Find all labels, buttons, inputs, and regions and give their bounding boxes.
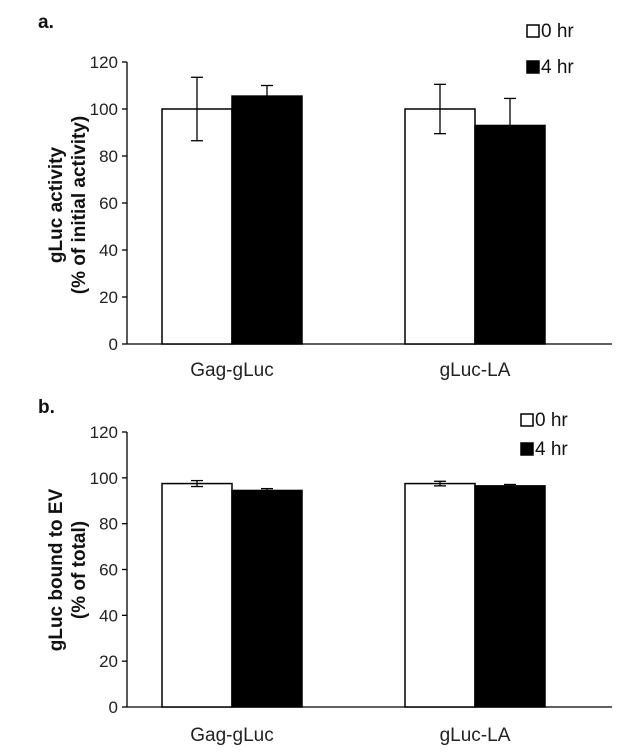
error-bar <box>434 480 446 487</box>
panel-b-chart: b. gLuc bound to EV (% of total) 0 hr 4 … <box>38 397 612 746</box>
panel-b-y-axis-label: gLuc bound to EV (% of total) <box>46 488 90 651</box>
y-tick-label: 0 <box>109 698 118 717</box>
panel-a-legend-label-0hr: 0 hr <box>541 21 574 42</box>
y-tick-label: 40 <box>99 241 118 260</box>
panel-a-legend: 0 hr 4 hr <box>526 21 574 78</box>
panel-a-plot-area: 0 20 40 60 80 100 120 Gag-gLuc gLuc-LA <box>90 53 612 381</box>
error-bar <box>191 479 203 488</box>
panel-b-legend: 0 hr 4 hr <box>520 410 568 460</box>
y-tick-label: 60 <box>99 194 118 213</box>
y-tick-label: 120 <box>90 423 118 442</box>
panel-a-legend-swatch-0hr <box>526 24 540 38</box>
error-bar <box>261 487 273 493</box>
y-tick-label: 100 <box>90 469 118 488</box>
bar-gluc-la-4hr <box>474 124 546 345</box>
y-tick-label: 60 <box>99 561 118 580</box>
panel-a-y-axis-label: gLuc activity (% of initial activity) <box>46 116 90 294</box>
x-category-label: gLuc-LA <box>440 360 511 381</box>
panel-a-chart: a. gLuc activity (% of initial activity)… <box>38 12 612 381</box>
bar-gag-gluc-0hr <box>161 482 233 708</box>
panel-b-legend-label-0hr: 0 hr <box>535 410 568 431</box>
error-bar <box>434 83 446 135</box>
x-category-label: Gag-gLuc <box>190 725 273 746</box>
y-tick-label: 40 <box>99 606 118 625</box>
panel-a-legend-label-4hr: 4 hr <box>541 57 574 78</box>
panel-b-ylabel-line1: gLuc bound to EV <box>46 488 67 651</box>
y-tick-label: 80 <box>99 515 118 534</box>
x-category-label: gLuc-LA <box>440 725 511 746</box>
error-bar <box>261 84 273 108</box>
bar-gag-gluc-0hr <box>161 108 233 345</box>
panel-a-ylabel-line2: (% of initial activity) <box>69 116 90 294</box>
y-tick-label: 100 <box>90 100 118 119</box>
y-tick-label: 80 <box>99 147 118 166</box>
panel-b-plot-area: 0 20 40 60 80 100 120 Gag-gLuc gLuc-LA <box>90 423 612 746</box>
x-category-label: Gag-gLuc <box>190 360 273 381</box>
panel-a-ylabel-line1: gLuc activity <box>46 147 67 264</box>
error-bar <box>504 483 516 488</box>
panel-b-legend-swatch-4hr <box>520 442 534 456</box>
y-tick-label: 0 <box>109 335 118 354</box>
panel-b-legend-label-4hr: 4 hr <box>535 439 568 460</box>
bar-gluc-la-0hr <box>404 108 476 345</box>
panel-b-ylabel-line2: (% of total) <box>69 521 90 619</box>
y-tick-label: 20 <box>99 652 118 671</box>
panel-a-label: a. <box>38 12 54 33</box>
panel-a-legend-swatch-4hr <box>526 60 540 74</box>
y-tick-label: 20 <box>99 288 118 307</box>
bar-gag-gluc-4hr <box>231 489 303 708</box>
bar-gag-gluc-4hr <box>231 95 303 345</box>
panel-b-legend-swatch-0hr <box>520 413 534 427</box>
panel-b-label: b. <box>38 397 55 418</box>
error-bar <box>191 76 203 142</box>
y-tick-label: 120 <box>90 53 118 72</box>
bar-gluc-la-4hr <box>474 485 546 708</box>
bar-gluc-la-0hr <box>404 482 476 708</box>
error-bar <box>504 97 516 154</box>
